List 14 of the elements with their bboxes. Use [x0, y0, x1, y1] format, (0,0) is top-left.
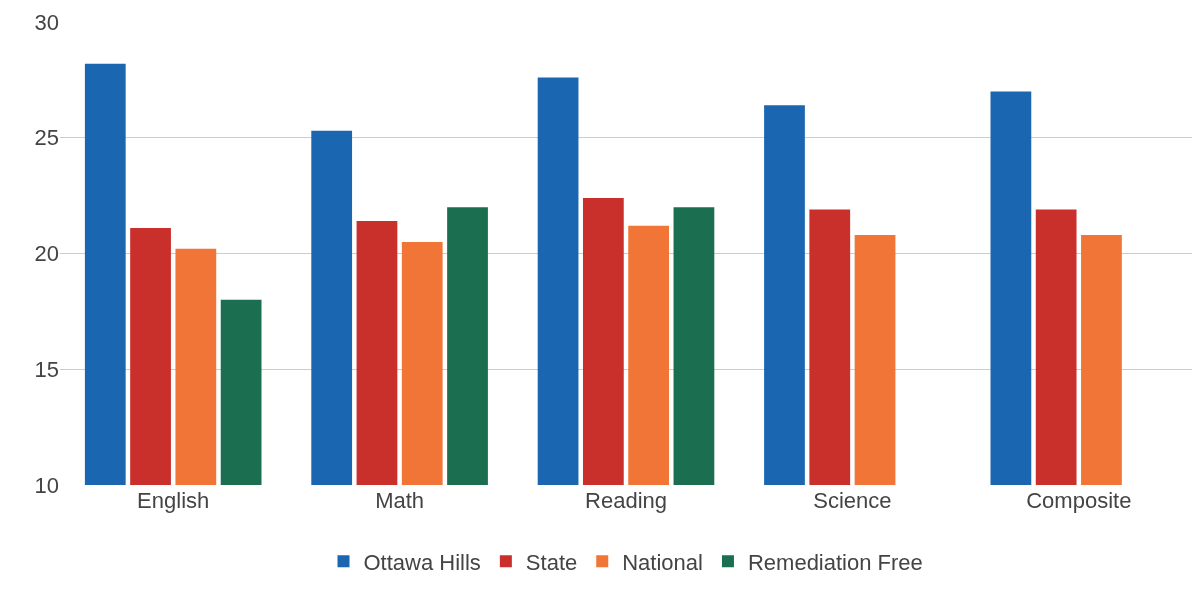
x-tick-label: Math — [375, 488, 425, 513]
x-tick-label: Science — [813, 488, 892, 513]
x-tick-label: Composite — [1026, 488, 1132, 513]
x-tick-label: English — [137, 488, 210, 513]
y-tick-label: 30 — [34, 9, 59, 35]
y-tick-label: 25 — [34, 125, 59, 151]
legend-label: National — [622, 549, 703, 575]
y-tick-label: 15 — [34, 356, 59, 382]
y-tick-label: 10 — [34, 472, 59, 498]
legend-label: Ottawa Hills — [363, 549, 481, 575]
x-tick-label: Reading — [585, 488, 667, 513]
legend-label: Remediation Free — [747, 549, 923, 575]
legend-label: State — [525, 549, 578, 575]
y-tick-label: 20 — [34, 241, 59, 267]
